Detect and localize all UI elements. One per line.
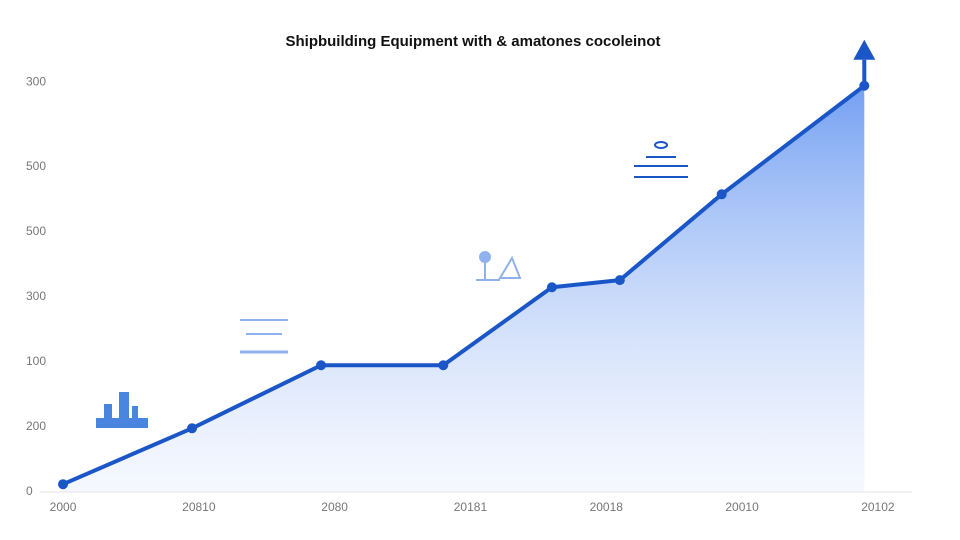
y-tick-label: 300 — [26, 289, 46, 303]
arrow-head — [853, 39, 876, 60]
y-tick-label: 500 — [26, 224, 46, 238]
point — [316, 360, 327, 371]
chart-title: Shipbuilding Equipment with & amatones c… — [285, 33, 660, 50]
y-tick-label: 0 — [26, 484, 33, 498]
plot-area: 0 200 100 300 500 500 300 2000 20810 2080 20181 200… — [26, 39, 895, 514]
x-tick-label: 20181 — [454, 500, 488, 514]
x-tick-label: 2080 — [321, 500, 348, 514]
x-tick-label: 20810 — [182, 500, 216, 514]
icon-factory — [96, 392, 148, 428]
point — [187, 423, 198, 434]
x-tick-label: 2000 — [50, 500, 77, 514]
icon-crane — [476, 251, 522, 281]
y-tick-label: 100 — [26, 354, 46, 368]
area — [63, 85, 865, 492]
y-tick-label: 300 — [26, 75, 46, 89]
x-tick-label: 20010 — [725, 500, 759, 514]
x-tick-label: 20018 — [590, 500, 624, 514]
icon-lines — [240, 319, 288, 354]
icon-ship — [634, 141, 688, 178]
line — [62, 84, 866, 487]
y-tick-label: 500 — [26, 159, 46, 173]
y-tick-label: 200 — [26, 419, 46, 433]
point — [58, 479, 69, 490]
point — [614, 275, 625, 286]
point — [546, 282, 557, 293]
x-tick-label: 20102 — [861, 500, 895, 514]
point — [438, 360, 449, 371]
point — [716, 189, 727, 200]
